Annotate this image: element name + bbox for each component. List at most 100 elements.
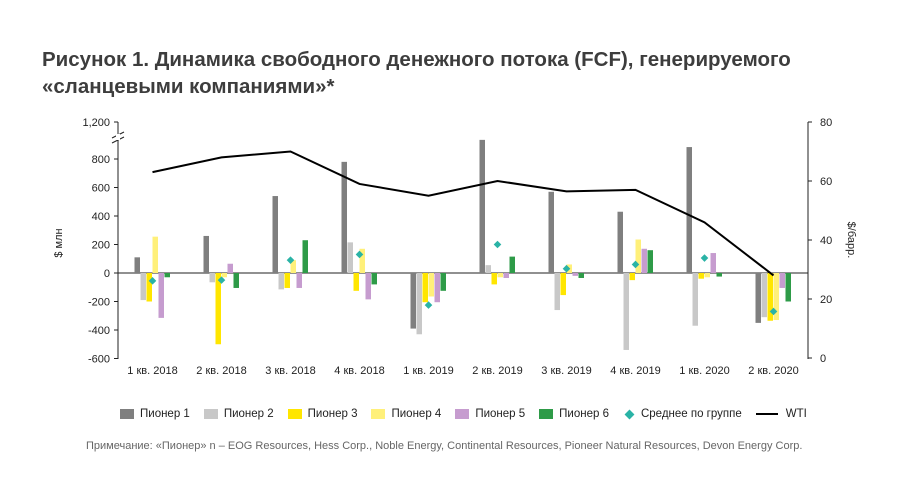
bar-4: [290, 260, 296, 273]
bar-4: [428, 273, 434, 297]
bar-3: [215, 273, 221, 345]
bar-3: [629, 273, 635, 281]
legend-swatch: [287, 409, 302, 419]
wti-line: [152, 150, 775, 277]
bar-1: [203, 235, 209, 273]
legend-item: Пионер 2: [203, 408, 274, 420]
bar-2: [278, 273, 284, 290]
average-marker: [217, 276, 226, 284]
average-marker: [148, 277, 157, 285]
bar-4: [635, 239, 641, 273]
bar-6: [716, 273, 722, 277]
x-tick-label: 1 кв. 2019: [403, 365, 453, 377]
bar-2: [692, 273, 698, 326]
legend-item: Пионер 3: [287, 408, 358, 420]
y-tick-label: 800: [92, 154, 110, 166]
x-tick-label: 1 кв. 2018: [127, 365, 177, 377]
y-tick-label: 200: [92, 240, 110, 252]
bar-5: [710, 253, 716, 273]
average-marker: [355, 250, 364, 259]
y-tick-label: 600: [92, 183, 110, 195]
legend-swatch: [624, 409, 635, 419]
bar-6: [578, 273, 584, 278]
legend-swatch: [371, 409, 386, 419]
bar-2: [623, 273, 629, 350]
legend-label: Пионер 2: [223, 408, 274, 420]
bar-1: [479, 139, 485, 273]
bar-5: [503, 273, 509, 278]
average-marker: [631, 260, 640, 269]
bar-4: [704, 273, 710, 278]
average-marker: [769, 307, 778, 316]
legend-label: Пионер 3: [307, 408, 358, 420]
average-marker: [493, 240, 502, 249]
bar-3: [491, 273, 497, 285]
bar-6: [371, 273, 377, 285]
y2-tick-label: 80: [820, 117, 832, 129]
y2-tick-label: 0: [820, 353, 826, 365]
bar-6: [440, 273, 446, 291]
bar-1: [272, 196, 278, 273]
bar-5: [641, 248, 647, 273]
average-marker: [562, 264, 571, 273]
bar-1: [134, 257, 140, 273]
y2-tick-label: 20: [820, 294, 832, 306]
footnote: Примечание: «Пионер» n – EOG Resources, …: [86, 440, 803, 452]
legend-swatch: [455, 409, 470, 419]
bar-6: [785, 273, 791, 302]
bar-1: [341, 161, 347, 273]
bar-5: [572, 273, 578, 276]
bar-5: [296, 273, 302, 288]
legend-swatch: [755, 413, 778, 415]
average-marker: [286, 256, 295, 264]
bar-1: [686, 147, 692, 273]
bar-1: [548, 191, 554, 273]
bar-4: [152, 236, 158, 273]
legend-item: Пионер 6: [539, 408, 609, 420]
bar-6: [509, 256, 515, 273]
legend-swatch: [539, 409, 554, 419]
bar-4: [773, 273, 779, 321]
bar-1: [410, 273, 416, 329]
y-tick-label: 0: [104, 268, 110, 280]
x-tick-label: 2 кв. 2019: [472, 365, 522, 377]
average-marker: [700, 254, 709, 262]
bar-1: [755, 273, 761, 323]
bar-6: [647, 250, 653, 273]
bar-6: [164, 273, 170, 278]
x-tick-label: 3 кв. 2019: [541, 365, 591, 377]
legend-label: Пионер 5: [475, 408, 526, 420]
chart-title: Рисунок 1. Динамика свободного денежного…: [42, 48, 791, 98]
bar-3: [422, 273, 428, 303]
bar-5: [227, 263, 233, 273]
y-axis-label: $ млн: [53, 228, 65, 257]
bar-4: [497, 273, 503, 278]
legend-label: Пионер 1: [140, 408, 190, 420]
bar-5: [434, 273, 440, 303]
bar-3: [284, 273, 290, 288]
x-tick-label: 2 кв. 2020: [748, 365, 798, 377]
bar-5: [365, 273, 371, 300]
bar-6: [302, 240, 308, 273]
legend: Пионер 1 Пионер 2 Пионер 3 Пионер 4 Пионер 5…: [120, 408, 821, 420]
legend-item: Пионер 4: [371, 408, 441, 420]
x-tick-label: 2 кв. 2018: [196, 365, 246, 377]
bar-2: [209, 273, 215, 283]
legend-swatch: [120, 409, 134, 419]
x-tick-label: 4 кв. 2018: [334, 365, 384, 377]
average-marker: [424, 301, 433, 309]
y-tick-label: -200: [88, 297, 110, 309]
bar-3: [698, 273, 704, 279]
legend-label: Среднее по группе: [640, 408, 742, 420]
y-tick-label: -600: [88, 354, 110, 366]
legend-item: Среднее по группе: [623, 408, 742, 420]
legend-item: Пионер 1: [120, 408, 190, 420]
bar-4: [221, 273, 227, 278]
legend-item: Пионер 5: [455, 408, 525, 420]
bar-2: [347, 242, 353, 273]
bar-5: [158, 273, 164, 318]
legend-label: Пионер 4: [391, 408, 442, 420]
y2-tick-label: 40: [820, 235, 832, 247]
legend-label: WTI: [785, 408, 807, 420]
